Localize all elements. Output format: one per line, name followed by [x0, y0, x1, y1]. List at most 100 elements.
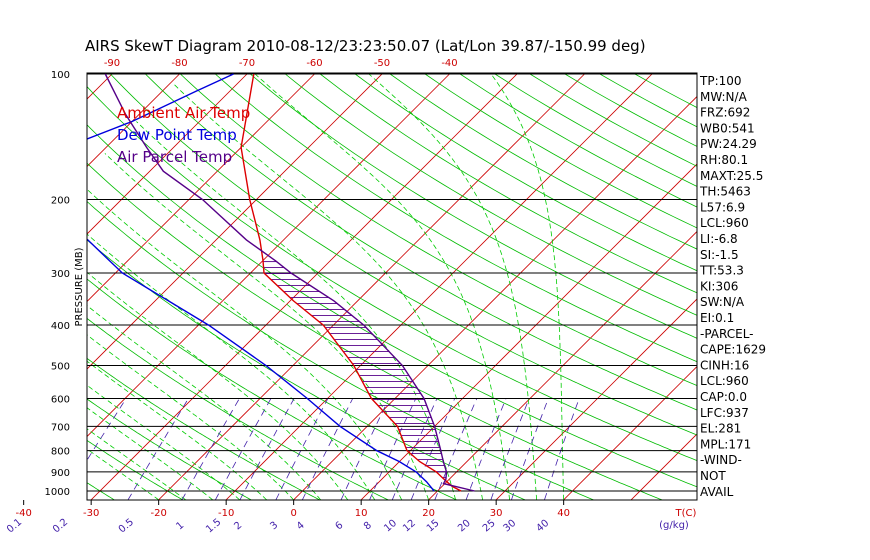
- dry-adiabat-line: [178, 73, 697, 387]
- moist-adiabat-line: [87, 188, 403, 500]
- moist-adiabat-line: [87, 334, 294, 500]
- index-item: MAXT:25.5: [700, 169, 763, 183]
- mixing-ratio-line: [340, 398, 390, 500]
- legend-entry: Dew Point Temp: [117, 126, 237, 144]
- mixing-ratio-line: [544, 398, 580, 500]
- isotherm-line: [87, 73, 452, 438]
- dry-adiabat-line: [87, 86, 697, 462]
- dry-adiabat-line: [87, 124, 697, 488]
- legend-entry: Ambient Air Temp: [117, 104, 250, 122]
- moist-adiabat-line: [87, 448, 159, 500]
- mixing-ratio-line: [239, 398, 295, 500]
- moist-adiabat-line: [172, 82, 484, 500]
- index-item: MW:N/A: [700, 90, 748, 104]
- index-item: RH:80.1: [700, 153, 748, 167]
- isotherm-line: [158, 73, 587, 500]
- mixing-ratio-label: 8: [362, 520, 374, 533]
- index-item: CAPE:1629: [700, 343, 766, 357]
- pressure-tick-label: 800: [51, 447, 70, 458]
- cape-hatching: [263, 261, 447, 479]
- index-item: TT:53.3: [699, 264, 744, 278]
- mixing-ratio-label: 0.5: [117, 517, 136, 536]
- dry-adiabat-line: [248, 73, 697, 339]
- top-temp-tick-label: -90: [104, 58, 120, 69]
- mixing-ratio-unit-label: (g/kg): [659, 520, 689, 531]
- pressure-tick-label: 400: [51, 321, 70, 332]
- dry-adiabat-line: [87, 200, 594, 500]
- index-item: LFC:937: [700, 406, 749, 420]
- mixing-ratio-label: 1: [174, 520, 186, 533]
- pressure-tick-label: 300: [51, 269, 70, 280]
- bottom-temp-tick-label: 0: [290, 508, 296, 519]
- mixing-ratio-label: 1.5: [204, 517, 223, 536]
- top-temp-tick-label: -40: [441, 58, 457, 69]
- index-item: L57:6.9: [700, 200, 745, 214]
- moist-adiabat-line: [87, 233, 376, 500]
- bottom-temp-tick-label: 40: [557, 508, 570, 519]
- index-item: MPL:171: [700, 437, 751, 451]
- pressure-tick-label: 200: [51, 196, 70, 207]
- moist-adiabat-line: [87, 407, 213, 500]
- mixing-ratio-label: 3: [268, 520, 280, 533]
- pressure-tick-label: 500: [51, 361, 70, 372]
- isotherm-line: [87, 73, 249, 235]
- mixing-ratio-label: 10: [382, 518, 399, 535]
- mixing-ratio-label: 0.1: [5, 517, 24, 536]
- index-item: FRZ:692: [700, 106, 750, 120]
- index-item: LCL:960: [700, 374, 749, 388]
- bottom-temp-tick-label: 30: [490, 508, 503, 519]
- chart-title: AIRS SkewT Diagram 2010-08-12/23:23:50.0…: [85, 37, 646, 55]
- pressure-tick-label: 1000: [45, 487, 70, 498]
- mixing-ratio-line: [215, 398, 272, 500]
- axis-layer: 1002003004005006007008009001000PRESSURE …: [5, 58, 698, 536]
- index-item: LCL:960: [700, 216, 749, 230]
- mixing-ratio-line: [369, 398, 417, 500]
- dewpoint-temp-line: [87, 73, 435, 492]
- bottom-temp-tick-label: -40: [15, 508, 31, 519]
- moist-adiabat-line: [87, 360, 267, 500]
- moist-adiabat-line: [87, 384, 240, 500]
- legend-entry: Air Parcel Temp: [117, 148, 232, 166]
- isotherm-line: [428, 230, 697, 500]
- index-item: KI:306: [700, 279, 738, 293]
- dry-adiabat-line: [213, 73, 697, 363]
- top-temp-tick-label: -70: [239, 58, 255, 69]
- mixing-ratio-label: 15: [425, 518, 442, 535]
- isotherm-line: [90, 73, 519, 500]
- bottom-temp-tick-label: 20: [422, 508, 435, 519]
- mixing-ratio-line: [302, 398, 354, 500]
- dry-adiabat-line: [353, 73, 697, 272]
- mixing-ratio-line: [127, 398, 189, 500]
- isotherm-line: [225, 73, 654, 500]
- mixing-ratio-label: 4: [295, 520, 307, 533]
- isotherm-line: [87, 73, 317, 303]
- bottom-temp-tick-label: -10: [218, 508, 234, 519]
- pressure-tick-label: 600: [51, 394, 70, 405]
- mixing-ratio-line: [87, 398, 127, 461]
- index-item: EL:281: [700, 422, 741, 436]
- mixing-ratio-label: 12: [401, 518, 418, 535]
- dry-adiabat-line: [283, 73, 697, 316]
- bottom-temp-tick-label: 10: [355, 508, 368, 519]
- legend: Ambient Air Temp Dew Point Temp Air Parcel…: [117, 104, 250, 166]
- pressure-tick-label: 700: [51, 422, 70, 433]
- mixing-ratio-label: 20: [456, 518, 473, 535]
- moist-adiabat-line: [104, 153, 430, 500]
- moist-adiabat-line: [254, 73, 511, 500]
- index-item: SW:N/A: [700, 295, 745, 309]
- dry-adiabat-line: [87, 317, 389, 500]
- index-item: CAP:0.0: [700, 390, 747, 404]
- isotherm-line: [87, 73, 182, 168]
- dry-adiabat-line: [87, 278, 457, 500]
- moist-adiabat-line: [87, 304, 321, 500]
- index-item: EI:0.1: [700, 311, 734, 325]
- dry-adiabat-line: [87, 482, 115, 500]
- mixing-ratio-line: [275, 398, 329, 500]
- isotherm-line: [0, 65, 54, 500]
- index-item: AVAIL: [700, 485, 734, 499]
- top-temp-tick-label: -50: [374, 58, 390, 69]
- mixing-ratio-line: [16, 399, 82, 500]
- index-item: -PARCEL-: [700, 327, 754, 341]
- pressure-tick-label: 900: [51, 468, 70, 479]
- mixing-ratio-line: [490, 398, 530, 500]
